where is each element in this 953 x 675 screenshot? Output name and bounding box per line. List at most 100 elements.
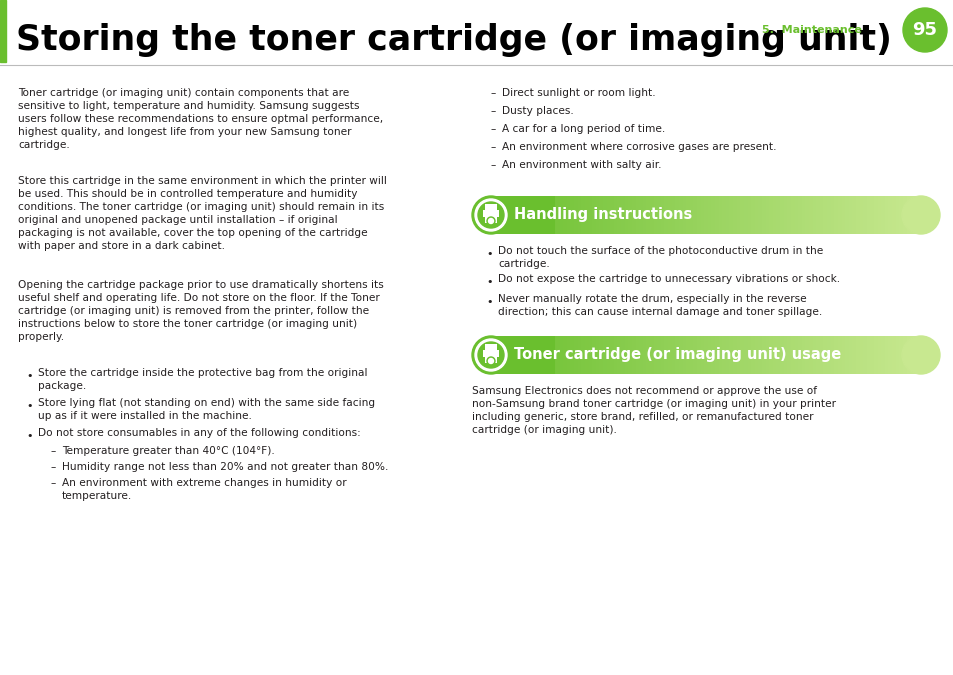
Bar (679, 196, 682, 234)
Bar (697, 336, 700, 374)
Bar (574, 336, 578, 374)
Bar (700, 336, 704, 374)
Bar (721, 196, 726, 234)
Circle shape (901, 196, 939, 234)
Bar (598, 196, 603, 234)
Circle shape (472, 336, 510, 374)
Bar (598, 336, 603, 374)
Bar (786, 196, 791, 234)
Circle shape (488, 219, 493, 223)
Bar (804, 196, 809, 234)
Bar (834, 336, 838, 374)
Bar (808, 196, 813, 234)
Bar (729, 336, 733, 374)
Bar (556, 196, 560, 234)
Text: Store this cartridge in the same environment in which the printer will
be used. : Store this cartridge in the same environ… (18, 176, 387, 251)
Bar (887, 196, 892, 234)
Bar (624, 196, 629, 234)
Bar (740, 196, 744, 234)
Text: –: – (490, 142, 495, 152)
Bar (812, 336, 817, 374)
Text: Humidity range not less than 20% and not greater than 80%.: Humidity range not less than 20% and not… (62, 462, 388, 472)
Bar (0, 0, 6, 62)
Bar (905, 336, 910, 374)
Bar (848, 336, 852, 374)
Bar (761, 336, 766, 374)
Bar (537, 336, 542, 374)
Bar (902, 336, 906, 374)
Bar (736, 336, 740, 374)
Bar (851, 336, 856, 374)
Bar (657, 336, 661, 374)
Bar (527, 196, 531, 234)
Bar (794, 336, 799, 374)
Bar (750, 196, 755, 234)
Bar (790, 336, 795, 374)
Bar (801, 336, 805, 374)
Bar (639, 196, 643, 234)
Bar (613, 336, 618, 374)
Bar (758, 336, 762, 374)
Bar (758, 196, 762, 234)
Bar (606, 196, 611, 234)
Bar (592, 336, 597, 374)
Bar (740, 336, 744, 374)
Bar (768, 336, 773, 374)
Bar (580, 336, 585, 374)
Text: An environment with extreme changes in humidity or
temperature.: An environment with extreme changes in h… (62, 478, 346, 501)
Bar (527, 336, 531, 374)
Bar (873, 196, 878, 234)
Bar (703, 336, 708, 374)
Bar (819, 196, 823, 234)
Text: Never manually rotate the drum, especially in the reverse
direction; this can ca: Never manually rotate the drum, especial… (497, 294, 821, 317)
Text: •: • (26, 401, 32, 411)
Bar (881, 196, 885, 234)
Bar (523, 336, 528, 374)
Bar (891, 196, 896, 234)
Bar (584, 336, 589, 374)
Bar (754, 336, 759, 374)
Text: Handling instructions: Handling instructions (514, 207, 692, 223)
Bar (570, 196, 575, 234)
Bar (491, 336, 920, 374)
Bar (736, 196, 740, 234)
Bar (671, 336, 676, 374)
Circle shape (475, 339, 506, 371)
Circle shape (901, 336, 939, 374)
Bar (602, 196, 607, 234)
Text: Store the cartridge inside the protective bag from the original
package.: Store the cartridge inside the protectiv… (38, 368, 367, 391)
Bar (822, 196, 827, 234)
Bar (541, 336, 546, 374)
Bar (624, 336, 629, 374)
Text: An environment with salty air.: An environment with salty air. (501, 160, 660, 170)
Bar (562, 196, 567, 234)
Text: •: • (485, 249, 492, 259)
Bar (646, 196, 650, 234)
Bar (826, 336, 831, 374)
Bar (602, 336, 607, 374)
Circle shape (486, 357, 495, 365)
Bar (866, 196, 870, 234)
Bar (497, 196, 502, 234)
Bar (917, 196, 921, 234)
Bar (578, 196, 581, 234)
Bar (617, 336, 621, 374)
Bar (639, 336, 643, 374)
Text: •: • (485, 277, 492, 287)
Text: Direct sunlight or room light.: Direct sunlight or room light. (501, 88, 655, 98)
Bar (909, 196, 914, 234)
Bar (808, 336, 813, 374)
Bar (685, 196, 690, 234)
Bar (747, 336, 751, 374)
Text: •: • (26, 431, 32, 441)
Bar (693, 336, 698, 374)
Bar (761, 196, 766, 234)
Bar (754, 196, 759, 234)
Bar (649, 336, 654, 374)
Bar (855, 196, 860, 234)
Bar (750, 336, 755, 374)
Bar (484, 217, 497, 223)
Bar (772, 336, 777, 374)
Bar (548, 196, 553, 234)
Bar (902, 196, 906, 234)
